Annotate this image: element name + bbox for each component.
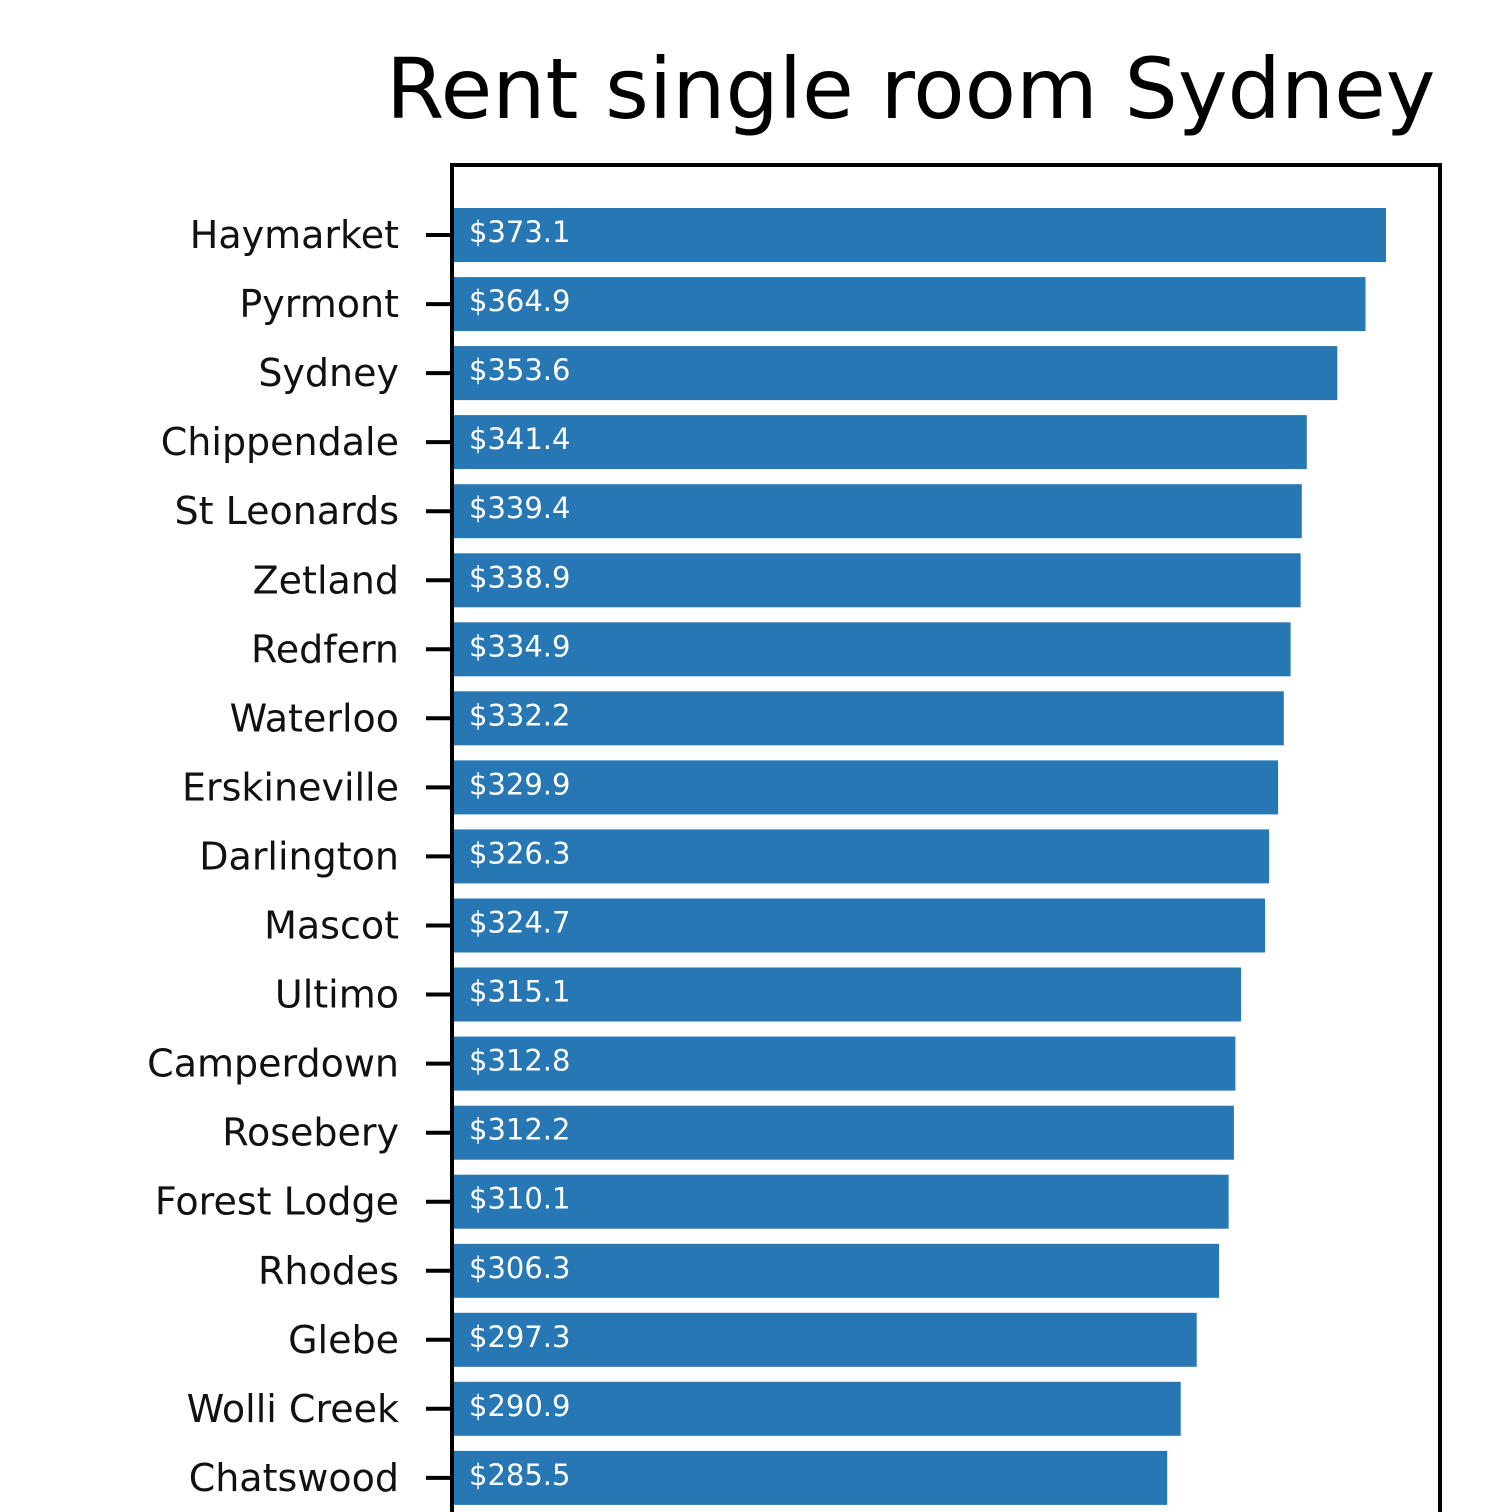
bar-rosebery xyxy=(454,1105,1234,1160)
bar-darlington xyxy=(454,829,1270,884)
y-tick-label: Chippendale xyxy=(161,420,399,464)
data-label: $306.3 xyxy=(469,1251,570,1285)
bar-forest-lodge xyxy=(454,1174,1229,1229)
bar-redfern xyxy=(454,622,1291,677)
y-tick-label: Pyrmont xyxy=(239,282,399,326)
data-label: $285.5 xyxy=(469,1458,570,1492)
y-tick-label: Haymarket xyxy=(190,213,399,257)
bar-rhodes xyxy=(454,1243,1220,1298)
bar-group xyxy=(454,208,1386,1505)
bar-camperdown xyxy=(454,1036,1236,1091)
data-label: $338.9 xyxy=(469,560,570,594)
bar-wolli-creek xyxy=(454,1381,1181,1436)
data-label: $297.3 xyxy=(469,1320,570,1354)
y-tick-label: Darlington xyxy=(199,834,399,878)
data-label: $373.1 xyxy=(469,215,570,249)
y-tick-label: Erskineville xyxy=(182,765,399,809)
data-label: $334.9 xyxy=(469,629,570,663)
bar-waterloo xyxy=(454,691,1284,746)
data-labels: $373.1 $364.9 $353.6 $341.4 $339.4 $338.9 $334… xyxy=(469,215,570,1492)
axes-frame xyxy=(450,163,1442,1512)
data-label: $312.8 xyxy=(469,1044,570,1078)
y-tick-label: Rosebery xyxy=(222,1111,399,1155)
bar-ultimo xyxy=(454,967,1242,1022)
bar-pyrmont xyxy=(454,277,1366,332)
data-label: $353.6 xyxy=(469,353,570,387)
y-tick-label: Waterloo xyxy=(230,696,399,740)
y-tick-label: Rhodes xyxy=(258,1249,399,1293)
data-label: $312.2 xyxy=(469,1113,570,1147)
data-label: $315.1 xyxy=(469,975,570,1009)
bar-chatswood xyxy=(454,1450,1168,1505)
bar-zetland xyxy=(454,553,1301,608)
bar-chippendale xyxy=(454,415,1307,470)
y-tick-label: Wolli Creek xyxy=(187,1387,399,1431)
y-tick-label: Ultimo xyxy=(275,973,399,1017)
y-tick-label: Zetland xyxy=(253,558,399,602)
bar-sydney xyxy=(454,346,1338,401)
y-tick-label: Glebe xyxy=(288,1318,399,1362)
data-label: $310.1 xyxy=(469,1182,570,1216)
y-axis-tick-labels: Haymarket Pyrmont Sydney Chippendale St Leon… xyxy=(147,213,399,1500)
y-tick-label: Redfern xyxy=(251,627,399,671)
data-label: $326.3 xyxy=(469,836,570,870)
y-tick-label: Mascot xyxy=(264,904,399,948)
y-axis-ticks xyxy=(426,233,452,1480)
y-tick-label: Chatswood xyxy=(189,1456,399,1500)
bar-mascot xyxy=(454,898,1266,953)
bar-erskineville xyxy=(454,760,1279,815)
data-label: $329.9 xyxy=(469,767,570,801)
data-label: $339.4 xyxy=(469,491,570,525)
y-tick-label: St Leonards xyxy=(175,489,399,533)
y-tick-label: Camperdown xyxy=(147,1042,399,1086)
data-label: $324.7 xyxy=(469,906,570,940)
bar-glebe xyxy=(454,1312,1197,1367)
bar-haymarket xyxy=(454,208,1386,262)
chart-title: Rent single room Sydney xyxy=(386,40,1436,138)
y-tick-label: Forest Lodge xyxy=(155,1180,399,1224)
y-tick-label: Sydney xyxy=(258,351,399,395)
data-label: $332.2 xyxy=(469,698,570,732)
data-label: $364.9 xyxy=(469,284,570,318)
data-label: $341.4 xyxy=(469,422,570,456)
bar-st-leonards xyxy=(454,484,1302,539)
data-label: $290.9 xyxy=(469,1389,570,1423)
